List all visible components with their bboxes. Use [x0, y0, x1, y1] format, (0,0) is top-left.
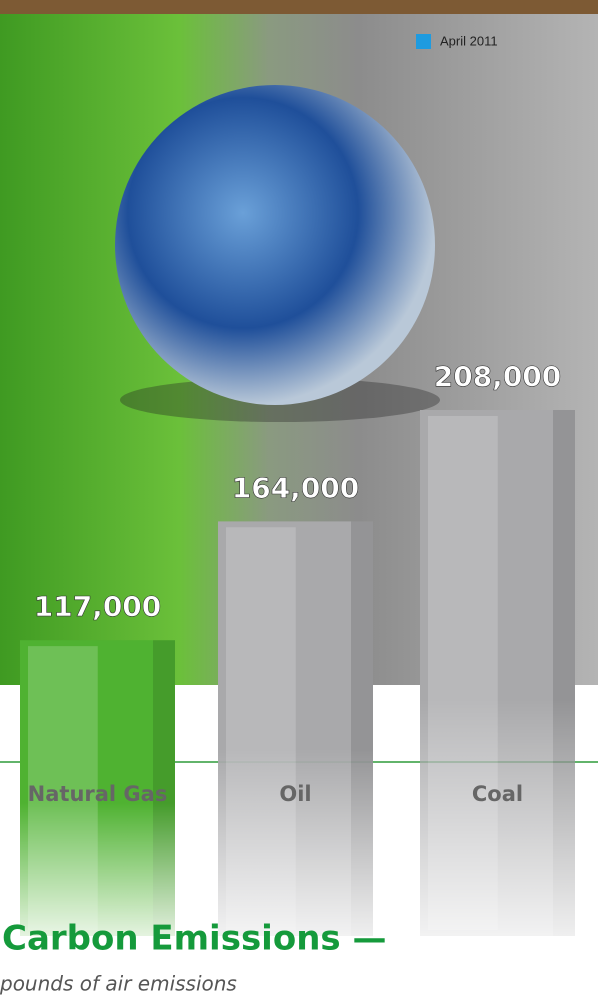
- bar-group: [420, 410, 575, 936]
- chart-title: Carbon Emissions —: [2, 919, 386, 959]
- legend-label: April 2011: [440, 33, 498, 48]
- globe: [115, 85, 435, 405]
- bar-group: [20, 640, 175, 936]
- bar: [420, 410, 575, 936]
- chart-subtitle: pounds of air emissions: [0, 972, 237, 996]
- bar-side: [153, 640, 175, 936]
- legend-swatch: [416, 34, 431, 49]
- bar: [218, 521, 373, 936]
- category-label: Coal: [472, 782, 523, 806]
- value-label: 117,000: [34, 590, 162, 623]
- bar-side: [351, 521, 373, 936]
- bar-group: [218, 521, 373, 936]
- bar-highlight: [226, 527, 296, 930]
- bar-highlight: [428, 416, 498, 930]
- bar-side: [553, 410, 575, 936]
- bar: [20, 640, 175, 936]
- value-label: 208,000: [434, 360, 562, 393]
- bar-highlight: [28, 646, 98, 930]
- category-label: Oil: [279, 782, 311, 806]
- labels: 117,000 Natural Gas 164,000 Oil 208,000 Coal: [28, 360, 562, 806]
- category-label: Natural Gas: [28, 782, 168, 806]
- top-strip: [0, 0, 598, 14]
- value-label: 164,000: [232, 471, 360, 504]
- bars: [20, 410, 575, 936]
